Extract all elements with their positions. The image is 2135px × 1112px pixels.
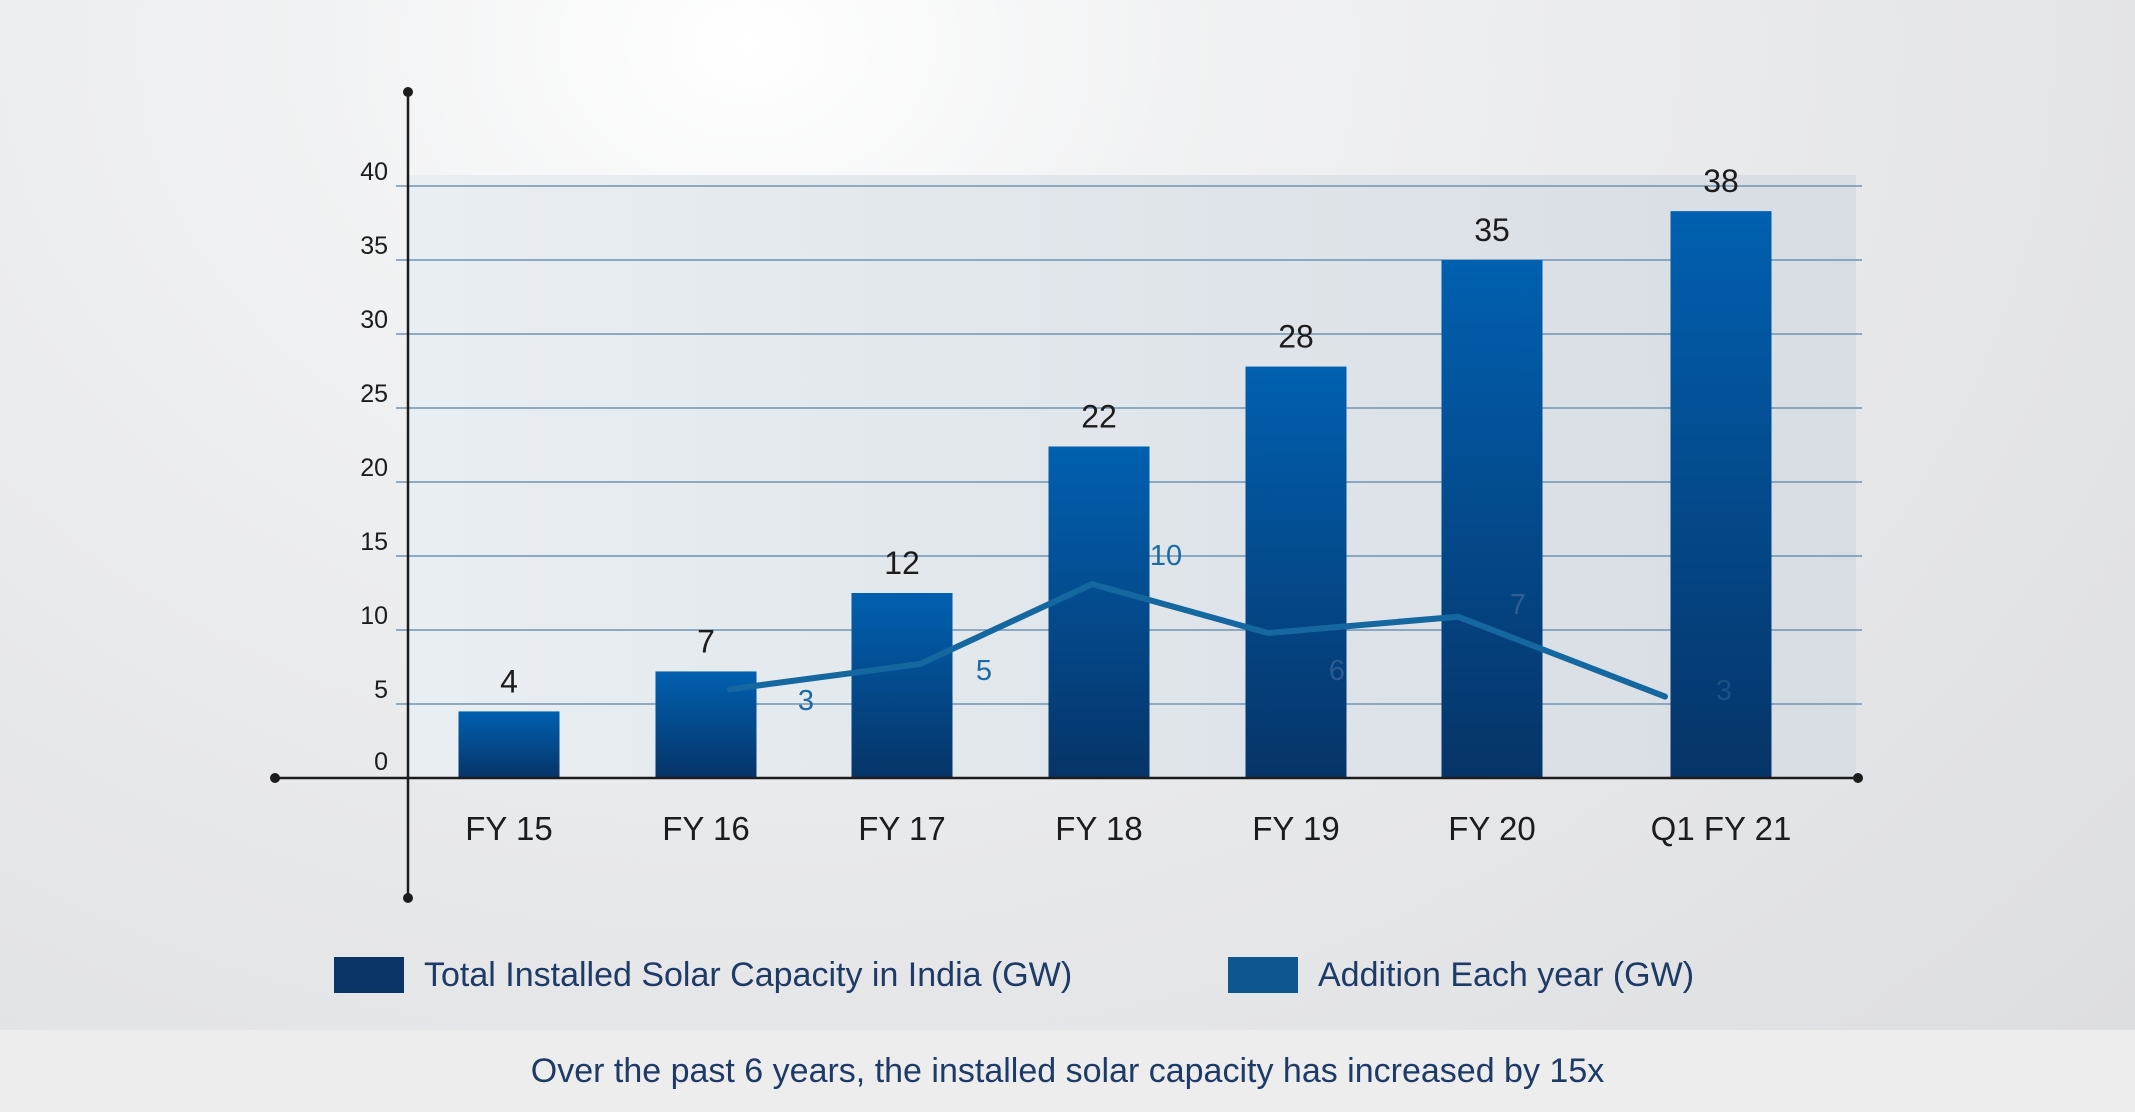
y-tick-label-10: 10 [360, 602, 388, 630]
line-value-label-fy-20: 7 [1510, 589, 1526, 621]
line-value-label-q1-fy-21: 3 [1716, 675, 1732, 707]
bar-value-label-fy-17: 12 [884, 545, 920, 581]
bar-fy-17 [851, 593, 953, 778]
footer-caption: Over the past 6 years, the installed sol… [530, 1051, 1605, 1090]
line-yearly-addition [727, 581, 1668, 700]
y-tick-label-15: 15 [360, 528, 388, 556]
y-tick-label-5: 5 [374, 676, 388, 704]
legend-label-yearly-addition: Addition Each year (GW) [1318, 955, 1695, 994]
line-value-label-fy-19: 6 [1329, 655, 1345, 687]
bar-fy-18 [1048, 446, 1150, 778]
bar-fy-19 [1245, 366, 1347, 778]
bar-value-label-fy-16: 7 [697, 623, 715, 659]
chart-legend: Total Installed Solar Capacity in India … [0, 950, 2135, 1000]
bar-value-label-fy-18: 22 [1081, 398, 1117, 434]
y-tick-label-40: 40 [360, 158, 388, 186]
y-tick-label-35: 35 [360, 232, 388, 260]
bar-value-label-fy-15: 4 [500, 663, 518, 699]
y-tick-label-0: 0 [374, 748, 388, 776]
x-tick-label-q1-fy-21: Q1 FY 21 [1651, 810, 1792, 847]
line-value-label-fy-18: 10 [1150, 540, 1182, 572]
x-tick-label-fy-15: FY 15 [465, 810, 552, 847]
legend-label-total-capacity: Total Installed Solar Capacity in India … [424, 955, 1073, 994]
y-tick-label-30: 30 [360, 306, 388, 334]
x-tick-label-fy-20: FY 20 [1448, 810, 1535, 847]
x-tick-label-fy-18: FY 18 [1055, 810, 1142, 847]
bar-q1-fy-21 [1670, 211, 1772, 778]
x-tick-label-fy-19: FY 19 [1252, 810, 1339, 847]
bar-value-label-fy-19: 28 [1278, 319, 1314, 355]
bar-value-label-fy-20: 35 [1474, 212, 1510, 248]
legend-swatch-yearly-addition [1228, 957, 1298, 993]
y-axis-top-end-dot [403, 87, 413, 97]
x-tick-label-fy-17: FY 17 [858, 810, 945, 847]
bar-value-label-q1-fy-21: 38 [1703, 163, 1739, 199]
y-tick-label-20: 20 [360, 454, 388, 482]
x-axis-left-end-dot [270, 773, 280, 783]
legend-item-yearly-addition: Addition Each year (GW) [1228, 950, 1694, 1000]
footer-bar: Over the past 6 years, the installed sol… [0, 1030, 2135, 1112]
x-tick-label-fy-16: FY 16 [662, 810, 749, 847]
legend-swatch-total-capacity [334, 957, 404, 993]
bar-fy-15 [458, 711, 560, 778]
bar-fy-20 [1441, 260, 1543, 778]
y-axis-bottom-end-dot [403, 893, 413, 903]
x-axis-right-end-dot [1853, 773, 1863, 783]
legend-item-total-capacity: Total Installed Solar Capacity in India … [334, 950, 1072, 1000]
line-value-label-fy-16: 3 [798, 685, 814, 717]
line-value-label-fy-17: 5 [976, 655, 992, 687]
y-tick-label-25: 25 [360, 380, 388, 408]
